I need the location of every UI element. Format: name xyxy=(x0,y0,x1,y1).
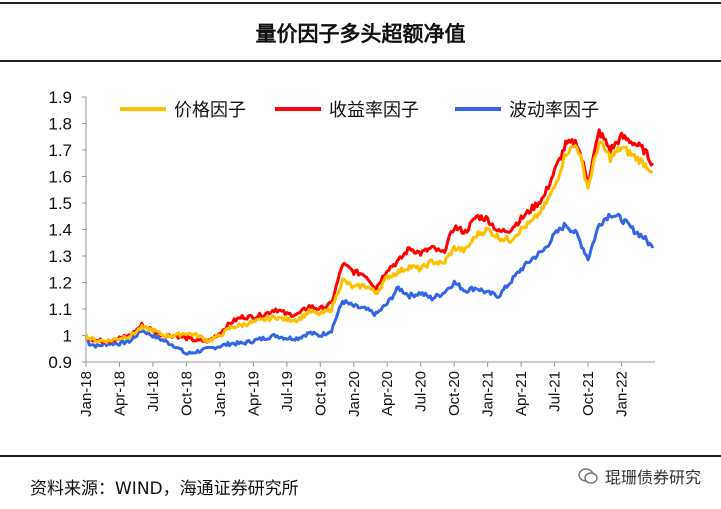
x-tick-label: Apr-20 xyxy=(379,371,396,416)
y-tick-labels: 0.9 1 1.1 1.2 1.3 1.4 1.5 1.6 1.7 1.8 1.9 xyxy=(48,88,72,372)
x-tick-label: Oct-20 xyxy=(446,371,463,416)
series-lines xyxy=(84,128,655,356)
chart-axes xyxy=(82,96,655,367)
x-tick-label: Oct-18 xyxy=(178,371,195,416)
x-tick-label: Apr-21 xyxy=(513,371,530,416)
y-tick-label: 1.7 xyxy=(48,141,72,160)
x-tick-label: Jul-18 xyxy=(145,371,162,412)
y-tick-label: 1.2 xyxy=(48,274,72,293)
top-rule xyxy=(0,2,721,4)
legend-label: 波动率因子 xyxy=(509,100,599,121)
chart-legend: 价格因子 收益率因子 波动率因子 xyxy=(120,100,599,121)
x-tick-label: Jan-19 xyxy=(212,371,229,417)
x-tick-label: Oct-21 xyxy=(580,371,597,416)
title-rule xyxy=(0,60,721,62)
x-tick-label: Jul-19 xyxy=(279,371,296,412)
y-tick-label: 1.8 xyxy=(48,115,72,134)
y-tick-label: 1.5 xyxy=(48,194,72,213)
series-line-0 xyxy=(84,140,654,345)
wechat-icon xyxy=(578,468,598,484)
x-tick-label: Jul-20 xyxy=(413,371,430,412)
watermark-text: 琨珊债券研究 xyxy=(604,468,701,487)
y-tick-label: 1 xyxy=(63,327,72,346)
y-tick-label: 1.3 xyxy=(48,247,72,266)
x-tick-label: Jan-22 xyxy=(614,371,631,417)
series-line-2 xyxy=(84,212,655,356)
y-tick-label: 1.1 xyxy=(48,300,72,319)
x-tick-label: Jan-20 xyxy=(346,371,363,417)
legend-label: 收益率因子 xyxy=(329,100,419,121)
bottom-rule xyxy=(0,455,721,457)
x-tick-label: Jan-21 xyxy=(480,371,497,417)
x-tick-label: Jul-21 xyxy=(547,371,564,412)
watermark: 琨珊债券研究 xyxy=(577,464,701,488)
x-tick-label: Oct-19 xyxy=(312,371,329,416)
x-tick-label: Jan-18 xyxy=(78,371,95,417)
x-tick-label: Apr-19 xyxy=(245,371,262,416)
y-tick-label: 1.9 xyxy=(48,88,72,107)
x-tick-label: Apr-18 xyxy=(111,371,128,416)
legend-label: 价格因子 xyxy=(174,100,246,121)
x-tick-labels: Jan-18 Apr-18 Jul-18 Oct-18 Jan-19 Apr-19 Jul-… xyxy=(78,371,631,417)
y-tick-label: 1.4 xyxy=(48,221,72,240)
source-note: 资料来源：WIND，海通证券研究所 xyxy=(30,479,299,499)
y-tick-label: 1.6 xyxy=(48,168,72,187)
y-tick-label: 0.9 xyxy=(48,353,72,372)
chart-title: 量价因子多头超额净值 xyxy=(255,22,466,46)
